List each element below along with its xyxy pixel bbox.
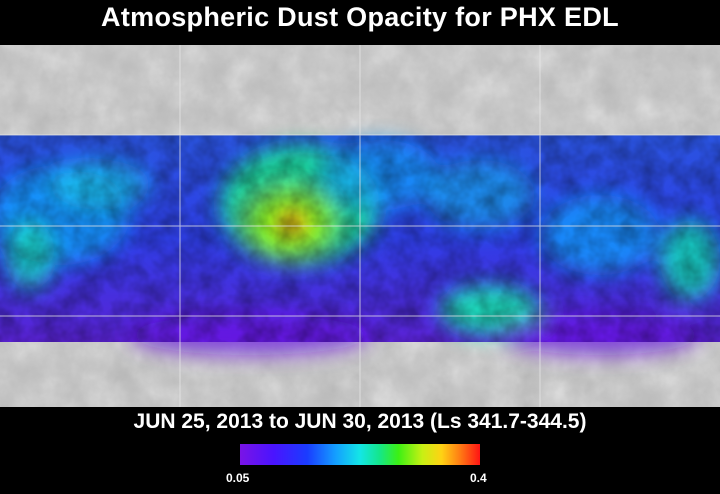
colorbar [240,444,480,465]
dust-opacity-map [0,45,720,407]
colorbar-min-label: 0.05 [226,471,250,485]
graticule [0,45,720,407]
date-range-label: JUN 25, 2013 to JUN 30, 2013 (Ls 341.7-3… [133,410,587,433]
map-title: Atmospheric Dust Opacity for PHX EDL [101,2,619,32]
colorbar-max-label: 0.4 [470,471,487,485]
